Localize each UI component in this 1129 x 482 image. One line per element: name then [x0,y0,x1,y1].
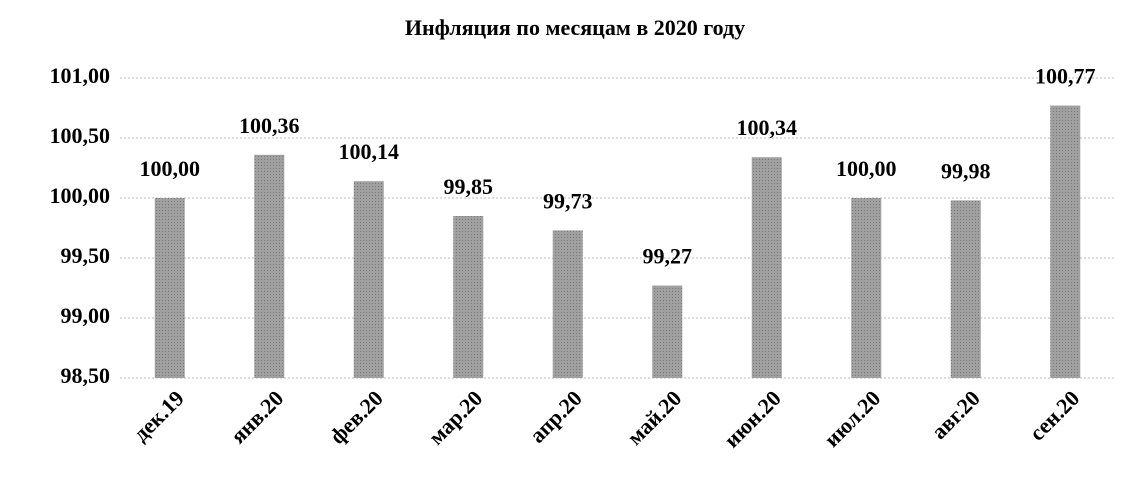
y-tick-label: 100,50 [50,123,111,148]
x-tick-label: июн.20 [719,385,786,452]
x-tick-label: сен.20 [1024,385,1084,445]
data-label: 100,14 [339,139,400,164]
bar [1050,105,1081,378]
data-label: 100,34 [737,115,798,140]
bar [751,157,782,378]
data-label: 99,85 [444,174,494,199]
x-tick-label: дек.19 [128,385,189,446]
data-label: 99,73 [543,188,593,213]
data-label: 99,98 [941,158,991,183]
data-label: 100,00 [836,156,897,181]
y-tick-label: 101,00 [50,63,111,88]
chart-title: Инфляция по месяцам в 2020 году [405,15,745,40]
y-tick-label: 98,50 [61,363,111,388]
bar [552,230,583,378]
x-tick-label: янв.20 [225,385,288,448]
x-tick-label: апр.20 [525,385,587,447]
data-label: 99,27 [643,244,693,269]
bar [154,198,185,378]
y-tick-label: 99,00 [61,303,111,328]
y-tick-label: 100,00 [50,183,111,208]
bar [254,154,285,378]
x-tick-label: май.20 [622,385,686,449]
bar [950,200,981,378]
data-label: 100,77 [1035,64,1096,89]
bar [652,285,683,378]
y-tick-label: 99,50 [61,243,111,268]
x-tick-label: фев.20 [325,385,388,448]
x-tick-label: мар.20 [423,385,487,449]
x-tick-label: авг.20 [926,385,985,444]
data-label: 100,00 [140,156,201,181]
bar [453,216,484,378]
bar [851,198,882,378]
bar [353,181,384,378]
x-tick-label: июл.20 [819,385,885,451]
data-label: 100,36 [239,113,300,138]
